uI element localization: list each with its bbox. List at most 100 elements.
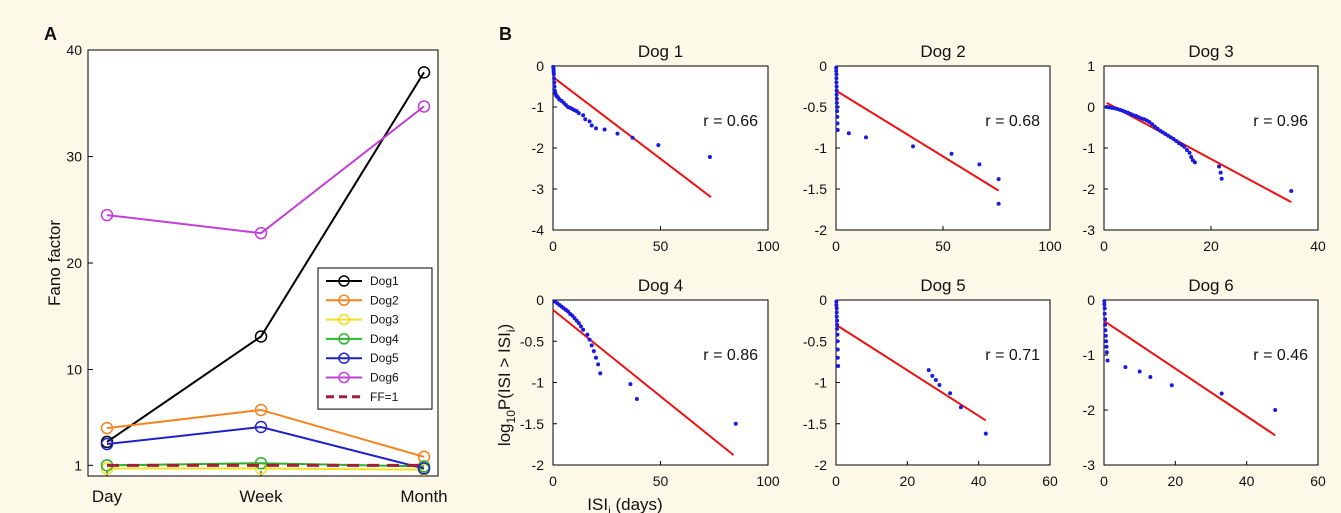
x-tick-label: Day	[92, 487, 123, 506]
data-point	[552, 80, 557, 85]
y-tick-label: -3	[1083, 222, 1096, 238]
data-point	[1103, 333, 1108, 338]
x-tick-label: 100	[756, 238, 780, 254]
y-tick-label: 0	[819, 58, 827, 74]
data-point	[1104, 339, 1109, 344]
data-point	[585, 332, 590, 337]
y-tick-label: -3	[1083, 457, 1096, 473]
legend-marker-dog2	[338, 294, 350, 307]
subplot-axes-box	[552, 65, 769, 231]
data-point	[1137, 369, 1142, 374]
data-point	[628, 382, 633, 387]
panel-b-letter: B	[499, 24, 512, 44]
subplot-title: Dog 1	[638, 42, 683, 61]
data-point	[589, 343, 594, 348]
x-tick-label: 60	[1042, 473, 1058, 489]
subplot-1: Dog 1 -4 -3 -2 -1 0 0 50 100 r = 0.66	[532, 42, 780, 254]
y-tick-label: -1.5	[520, 416, 544, 432]
y-tick-label: -2	[532, 457, 545, 473]
data-point	[835, 121, 840, 126]
legend-label-dog3: Dog3	[370, 313, 399, 327]
data-point	[930, 373, 935, 378]
y-tick-label: -1	[815, 375, 828, 391]
data-point	[835, 332, 840, 337]
legend-label-dog6: Dog6	[370, 371, 399, 385]
fit-line	[1106, 102, 1292, 204]
data-point	[834, 68, 839, 73]
data-point	[836, 364, 841, 368]
x-tick-label: 20	[900, 473, 916, 489]
data-point	[834, 65, 839, 70]
x-tick-label: 100	[756, 473, 780, 489]
data-point	[1102, 311, 1107, 316]
y-tick-label: 40	[66, 42, 82, 58]
x-tick-label: 0	[1100, 238, 1108, 254]
correlation-label: r = 0.86	[703, 347, 758, 364]
subplot-6: Dog 6 -3 -2 -1 0 0 20 40 60 r = 0.46	[1083, 276, 1326, 489]
data-point	[634, 397, 639, 401]
y-tick-label: -0.5	[803, 99, 827, 115]
x-tick-label: 50	[653, 473, 669, 489]
data-point	[863, 135, 868, 140]
data-point	[834, 299, 839, 304]
subplot-axes-box	[1103, 65, 1319, 231]
data-point	[835, 326, 840, 331]
data-point	[835, 127, 840, 132]
data-point	[835, 339, 840, 344]
data-point	[552, 84, 557, 89]
data-point	[834, 100, 839, 105]
data-point	[834, 84, 839, 89]
y-tick-label: -1	[532, 99, 545, 115]
y-tick-label: -2	[532, 140, 545, 156]
data-point	[835, 109, 840, 114]
data-point	[602, 127, 607, 132]
data-point	[835, 322, 840, 327]
data-point	[834, 96, 839, 101]
data-point	[1189, 155, 1194, 160]
y-tick-label: 0	[819, 292, 827, 308]
data-point	[958, 405, 963, 410]
data-point	[733, 421, 738, 426]
data-point	[630, 135, 635, 140]
correlation-label: r = 0.66	[703, 113, 758, 130]
data-marker-dog6	[100, 208, 114, 222]
series-line-dog6	[106, 105, 425, 235]
data-point	[834, 88, 839, 93]
subplot-title: Dog 4	[638, 276, 683, 295]
data-point	[996, 177, 1001, 182]
y-tick-label: -2	[815, 457, 828, 473]
fit-line	[552, 309, 735, 456]
data-point	[983, 431, 988, 436]
y-tick-label: 1	[1087, 58, 1095, 74]
correlation-label: r = 0.68	[985, 113, 1040, 130]
data-point	[1103, 317, 1108, 322]
y-tick-label: 1	[74, 457, 82, 473]
data-point	[835, 318, 840, 323]
panel-b-xlabel: ISIi (days)	[587, 495, 662, 513]
data-point	[1217, 164, 1222, 169]
subplot-axes-box	[552, 299, 769, 466]
subplot-title: Dog 6	[1188, 276, 1233, 295]
data-point	[835, 347, 840, 352]
data-point	[926, 368, 931, 373]
data-point	[1104, 344, 1109, 349]
y-tick-label: -3	[532, 181, 545, 197]
data-point	[576, 321, 581, 326]
data-point	[834, 306, 839, 311]
legend-label-dog1: Dog1	[370, 274, 399, 288]
x-tick-label: Month	[400, 487, 447, 506]
x-tick-label: 0	[1100, 473, 1108, 489]
data-point	[1182, 144, 1187, 149]
data-point	[1273, 408, 1278, 412]
legend-marker-dog1	[338, 275, 350, 287]
data-point	[591, 349, 596, 354]
subplot-axes-box	[835, 299, 1051, 466]
y-tick-label: -2	[1083, 402, 1096, 418]
y-tick-label: -1.5	[803, 416, 827, 432]
x-tick-label: 0	[832, 238, 840, 254]
data-point	[1102, 302, 1107, 307]
data-marker-dog5	[254, 420, 268, 434]
data-point	[1148, 375, 1153, 379]
